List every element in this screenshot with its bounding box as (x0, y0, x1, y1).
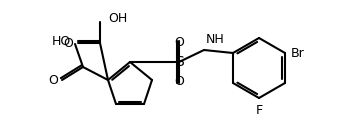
Text: Br: Br (291, 46, 305, 60)
Text: O: O (174, 36, 184, 49)
Text: HO: HO (52, 34, 71, 47)
Text: O: O (174, 75, 184, 88)
Text: O: O (48, 74, 58, 87)
Text: O: O (63, 37, 73, 50)
Text: S: S (175, 55, 183, 69)
Text: NH: NH (206, 33, 225, 46)
Text: F: F (256, 104, 262, 117)
Text: OH: OH (108, 11, 127, 24)
